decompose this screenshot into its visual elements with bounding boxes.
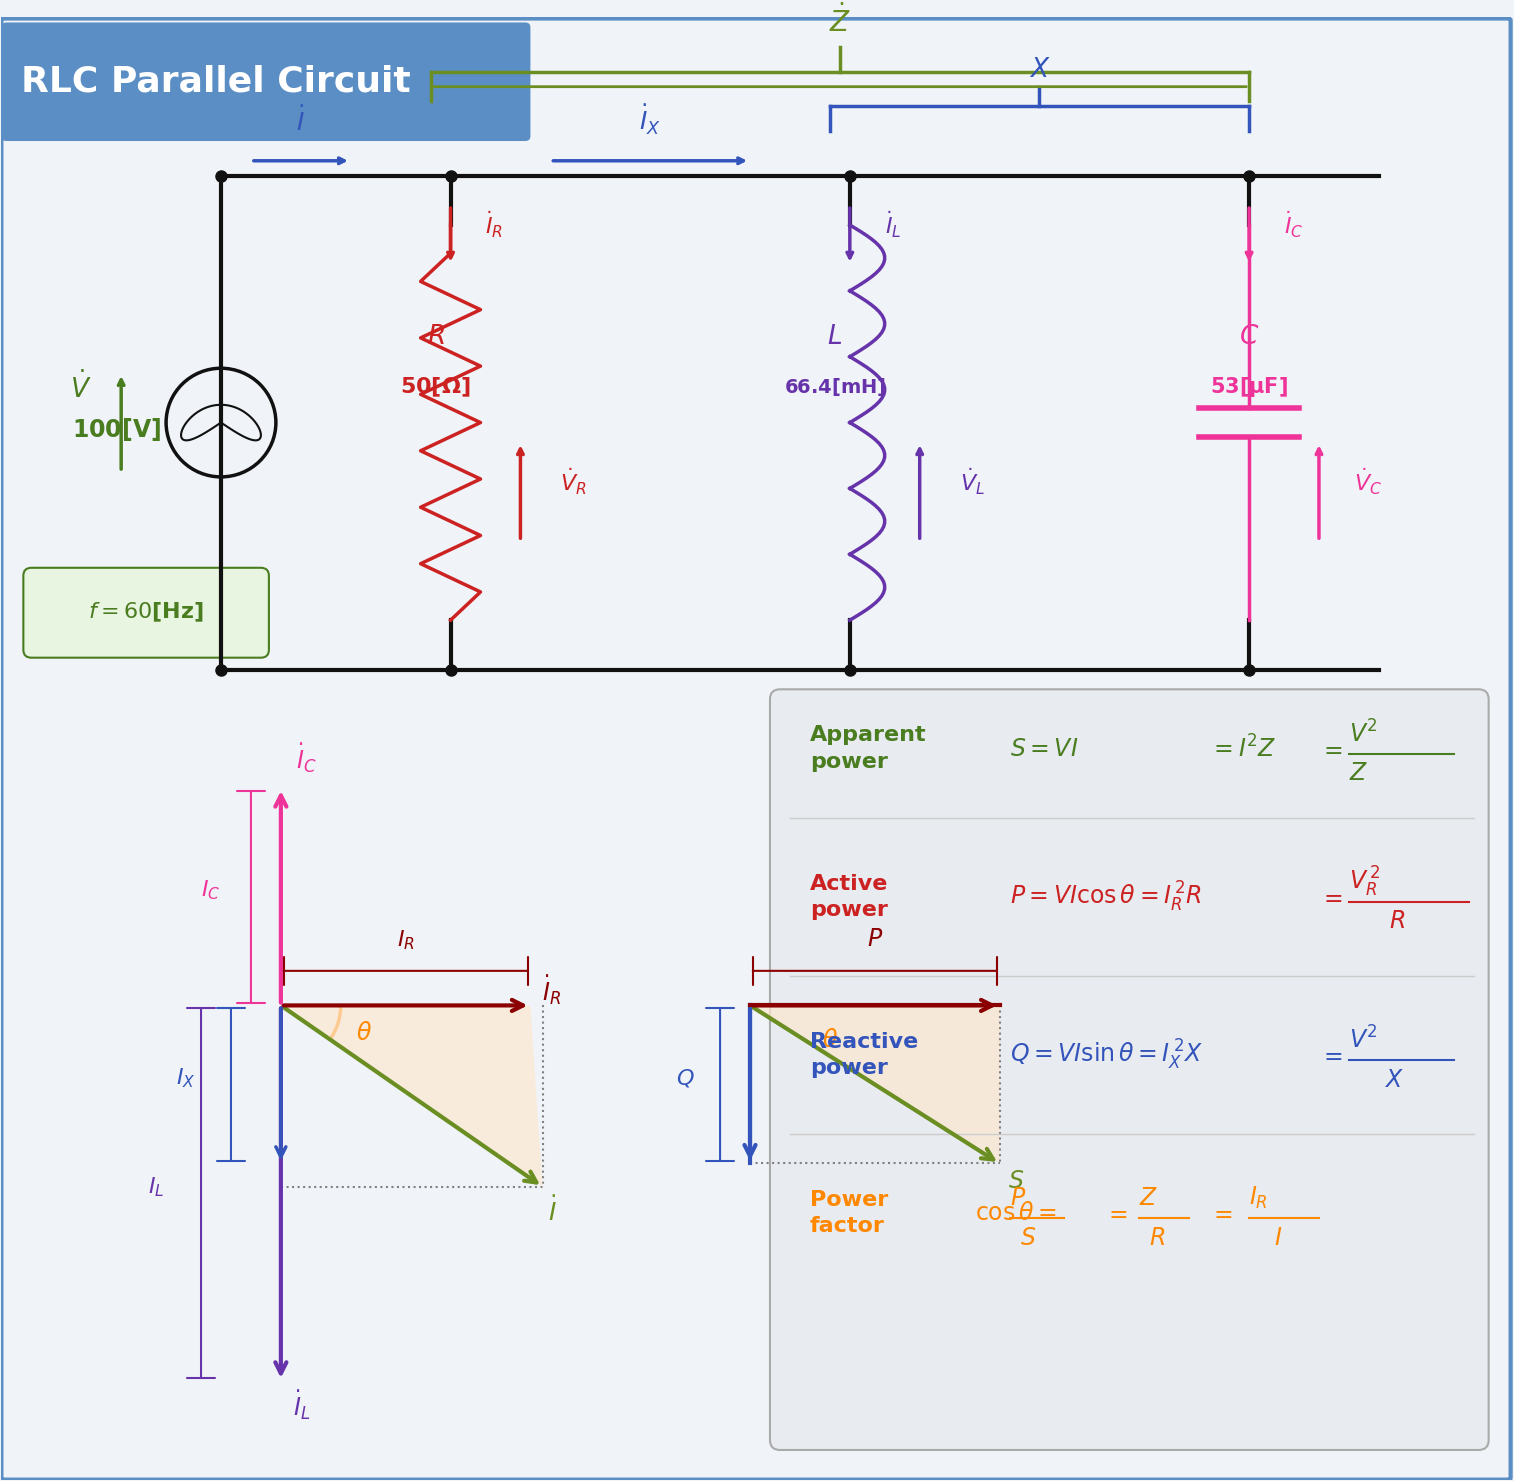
Text: $\dot{V}_L$: $\dot{V}_L$ bbox=[960, 467, 984, 498]
Text: $\theta$: $\theta$ bbox=[822, 1028, 837, 1052]
Text: $C$: $C$ bbox=[1238, 323, 1260, 350]
Text: $V_R^{\,2}$: $V_R^{\,2}$ bbox=[1349, 865, 1381, 899]
Text: $Z$: $Z$ bbox=[1140, 1186, 1158, 1210]
Text: $\dot{V}$: $\dot{V}$ bbox=[71, 372, 92, 404]
Text: $\cos\theta = $: $\cos\theta = $ bbox=[975, 1201, 1057, 1225]
Text: $\dot{I}_C$: $\dot{I}_C$ bbox=[1284, 210, 1304, 240]
Text: $\mathbf{100[V]}$: $\mathbf{100[V]}$ bbox=[71, 416, 160, 443]
Text: $\mathbf{53[\mu F]}$: $\mathbf{53[\mu F]}$ bbox=[1210, 375, 1288, 398]
Text: $\dot{I}$: $\dot{I}$ bbox=[548, 1197, 556, 1226]
Text: $P = VI\cos\theta = I_R^{\,2}R$: $P = VI\cos\theta = I_R^{\,2}R$ bbox=[1010, 880, 1202, 914]
Text: $R$: $R$ bbox=[1388, 909, 1405, 933]
Text: $\dot{V}_R$: $\dot{V}_R$ bbox=[560, 467, 587, 498]
Text: $\dot{I}_L$: $\dot{I}_L$ bbox=[292, 1388, 310, 1422]
Text: $\dot{I}_R$: $\dot{I}_R$ bbox=[486, 210, 504, 240]
Text: $P$: $P$ bbox=[866, 927, 883, 951]
Text: $=$: $=$ bbox=[1319, 736, 1343, 761]
Text: Active
power: Active power bbox=[810, 874, 889, 920]
Text: $\dot{I}_L$: $\dot{I}_L$ bbox=[884, 210, 901, 240]
Text: $I$: $I$ bbox=[1275, 1226, 1282, 1250]
Text: $I_R$: $I_R$ bbox=[397, 929, 415, 952]
Text: $=$: $=$ bbox=[1104, 1201, 1128, 1225]
Polygon shape bbox=[749, 1006, 999, 1164]
Text: $P$: $P$ bbox=[1010, 1186, 1026, 1210]
Text: $=$: $=$ bbox=[1319, 1043, 1343, 1066]
Text: RLC Parallel Circuit: RLC Parallel Circuit bbox=[21, 65, 412, 99]
Text: $\dot{I}_X$: $\dot{I}_X$ bbox=[639, 104, 662, 138]
Text: $S$: $S$ bbox=[1007, 1169, 1023, 1194]
Polygon shape bbox=[282, 1006, 542, 1186]
Text: Apparent
power: Apparent power bbox=[810, 726, 927, 772]
Text: $\dot{Z}$: $\dot{Z}$ bbox=[828, 4, 851, 39]
Text: $Q$: $Q$ bbox=[675, 1066, 695, 1089]
Text: $=$: $=$ bbox=[1319, 884, 1343, 909]
Text: $L$: $L$ bbox=[827, 323, 842, 350]
Text: $X$: $X$ bbox=[1384, 1068, 1403, 1091]
FancyBboxPatch shape bbox=[2, 22, 530, 141]
Text: $\dot{I}_C$: $\dot{I}_C$ bbox=[295, 740, 316, 775]
Text: $S = VI$: $S = VI$ bbox=[1010, 736, 1078, 761]
Text: $Z$: $Z$ bbox=[1349, 761, 1369, 785]
Text: $V^2$: $V^2$ bbox=[1349, 720, 1378, 748]
FancyBboxPatch shape bbox=[771, 689, 1488, 1450]
Text: $V^2$: $V^2$ bbox=[1349, 1026, 1378, 1053]
Text: $I_X$: $I_X$ bbox=[176, 1066, 195, 1090]
Text: $R$: $R$ bbox=[427, 323, 445, 350]
Text: $I_R$: $I_R$ bbox=[1249, 1185, 1267, 1211]
Text: $S$: $S$ bbox=[1019, 1226, 1036, 1250]
Text: $X$: $X$ bbox=[1028, 56, 1051, 83]
Text: $Q = VI\sin\theta = I_X^{\,2}X$: $Q = VI\sin\theta = I_X^{\,2}X$ bbox=[1010, 1038, 1202, 1072]
Text: Power
factor: Power factor bbox=[810, 1189, 889, 1237]
Text: $\mathbf{50[\Omega]}$: $\mathbf{50[\Omega]}$ bbox=[400, 375, 471, 398]
Text: $\mathbf{66.4[mH]}$: $\mathbf{66.4[mH]}$ bbox=[784, 376, 886, 398]
Text: $\dot{I}$: $\dot{I}$ bbox=[297, 107, 306, 136]
Text: $I_L$: $I_L$ bbox=[148, 1174, 164, 1198]
Text: Reactive
power: Reactive power bbox=[810, 1032, 917, 1078]
Text: $\dot{V}_C$: $\dot{V}_C$ bbox=[1354, 467, 1382, 498]
Text: $R$: $R$ bbox=[1149, 1226, 1166, 1250]
Text: $= I^2 Z$: $= I^2 Z$ bbox=[1210, 735, 1276, 763]
Text: $=$: $=$ bbox=[1210, 1201, 1232, 1225]
Text: $I_C$: $I_C$ bbox=[201, 878, 221, 902]
Text: $f = 60\mathbf{[Hz]}$: $f = 60\mathbf{[Hz]}$ bbox=[88, 601, 204, 624]
FancyBboxPatch shape bbox=[23, 567, 269, 658]
Text: $\theta$: $\theta$ bbox=[356, 1020, 372, 1046]
Text: $\dot{I}_R$: $\dot{I}_R$ bbox=[542, 973, 562, 1007]
